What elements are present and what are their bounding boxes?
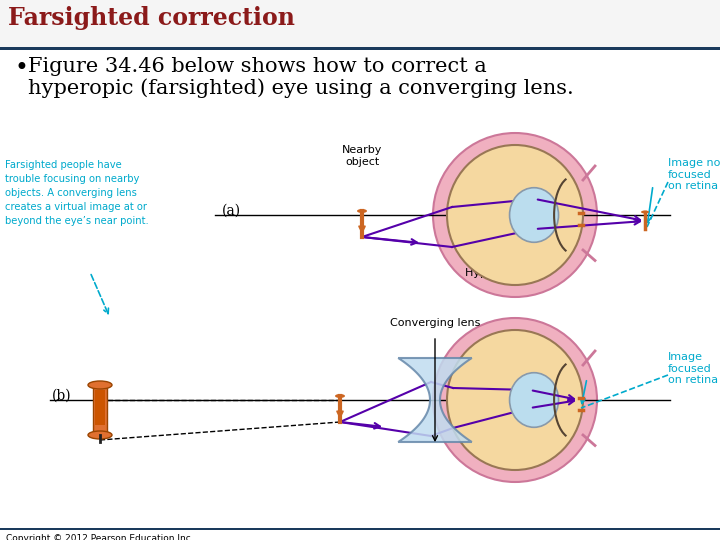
Ellipse shape [510,373,559,427]
Ellipse shape [510,188,559,242]
Ellipse shape [88,381,112,389]
Text: Nearby
object: Nearby object [342,145,382,167]
Text: (a): (a) [222,204,241,218]
Ellipse shape [433,318,597,482]
Text: Farsighted correction: Farsighted correction [8,6,295,30]
Ellipse shape [447,330,583,470]
Bar [0,528,720,530]
Text: Hyperopic eye: Hyperopic eye [465,268,545,278]
Polygon shape [398,358,472,442]
Ellipse shape [433,133,597,297]
Bar [0,0,720,48]
Ellipse shape [357,209,367,213]
Text: (b): (b) [52,389,71,403]
Text: Copyright © 2012 Pearson Education Inc.: Copyright © 2012 Pearson Education Inc. [6,534,194,540]
Text: Converging lens: Converging lens [390,318,480,328]
Bar [95,390,105,425]
Text: Figure 34.46 below shows how to correct a: Figure 34.46 below shows how to correct … [28,57,487,76]
Ellipse shape [447,145,583,285]
Text: Image not
focused
on retina: Image not focused on retina [668,158,720,191]
Ellipse shape [88,431,112,439]
Ellipse shape [335,394,345,398]
Bar [0,47,720,50]
Text: Farsighted people have
trouble focusing on nearby
objects. A converging lens
cre: Farsighted people have trouble focusing … [5,160,149,226]
Text: Image
focused
on retina: Image focused on retina [668,352,718,385]
Text: hyperopic (farsighted) eye using a converging lens.: hyperopic (farsighted) eye using a conve… [28,78,574,98]
Text: •: • [14,57,28,80]
Bar [93,385,107,435]
Ellipse shape [641,211,649,213]
